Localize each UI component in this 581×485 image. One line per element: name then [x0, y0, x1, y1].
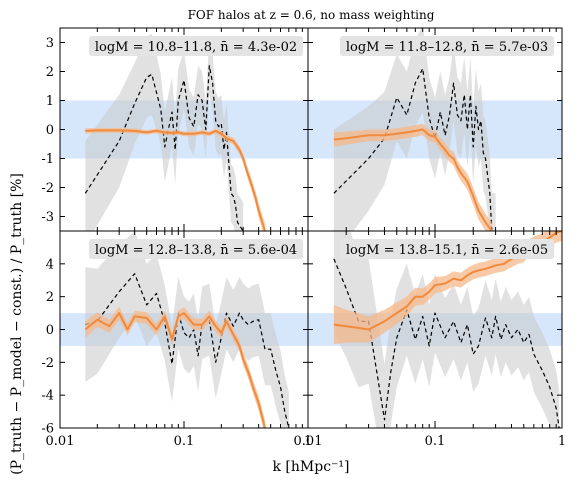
- panel-label-text: logM = 13.8–15.1, n̄ = 2.6e-05: [346, 243, 548, 258]
- y-tick-label: 1: [46, 94, 54, 109]
- panel-label-box: [88, 239, 304, 259]
- x-tick-label: 0.01: [294, 434, 323, 449]
- plot-area: [308, 231, 562, 428]
- model-series-line: [85, 129, 266, 231]
- y-tick-label: -3: [41, 210, 54, 225]
- model-error-band: [333, 123, 492, 231]
- panel-label: logM = 11.8–12.8, n̄ = 5.7e-03: [339, 36, 555, 56]
- plot-area: [60, 33, 308, 231]
- panel-label: logM = 12.8–13.8, n̄ = 5.6e-04: [88, 239, 304, 259]
- y-tick-label: 3: [46, 36, 54, 51]
- panel-label-text: logM = 11.8–12.8, n̄ = 5.7e-03: [346, 40, 548, 55]
- dashed-error-band: [85, 231, 289, 428]
- panel-label-box: [88, 36, 304, 56]
- y-tick-label: -2: [41, 181, 54, 196]
- chart-panel-2: logM = 11.8–12.8, n̄ = 5.7e-03: [307, 27, 563, 232]
- panel-label-text: logM = 10.8–11.8, n̄ = 4.3e-02: [95, 40, 297, 55]
- y-tick-label: 0: [46, 323, 54, 338]
- x-tick-label: 1: [304, 434, 312, 449]
- y-tick-label: -1: [41, 152, 54, 167]
- plot-area: [308, 28, 562, 231]
- panel-label-box: [339, 239, 555, 259]
- chart-panel-1: -3 -2 -1 0 1 2 3 logM = 10.8–11.8, n̄ = 4.3e-02: [41, 27, 309, 232]
- y-axis-label: (P_truth − P_model − const.) / P_truth […: [9, 173, 25, 475]
- x-tick-label: 1: [558, 434, 566, 449]
- model-error-band: [85, 306, 265, 428]
- figure-title: FOF halos at z = 0.6, no mass weighting: [188, 8, 435, 22]
- y-tick-label: -2: [41, 356, 54, 371]
- dashed-error-band: [333, 28, 496, 231]
- panel-label-box: [339, 36, 555, 56]
- panel-label: logM = 13.8–15.1, n̄ = 2.6e-05: [339, 239, 555, 259]
- y-tick-label: 2: [46, 290, 54, 305]
- y-tick-label: -4: [41, 389, 54, 404]
- chart-panel-4: 0.01 0.1 1 logM = 13.8–15.1, n̄ = 2.6e-05: [294, 230, 566, 449]
- x-tick-label: 0.01: [46, 434, 75, 449]
- model-series-line: [84, 312, 266, 428]
- chart-panel-3: -6 -4 -2 0 2 4 0.01 0.1 1 logM = 12.8–13.8, n̄ = …: [41, 230, 312, 449]
- dashed-series-line: [85, 273, 290, 428]
- y-tick-label: 4: [46, 257, 54, 272]
- x-axis-label: k [hMpc⁻¹]: [272, 459, 349, 475]
- dashed-series-line: [84, 65, 244, 231]
- panel-label-text: logM = 12.8–13.8, n̄ = 5.6e-04: [95, 243, 297, 258]
- model-series-line: [333, 128, 493, 231]
- x-tick-label: 0.1: [174, 434, 195, 449]
- y-tick-label: 0: [46, 123, 54, 138]
- plot-area: [60, 231, 308, 428]
- dashed-series-line: [333, 68, 496, 231]
- y-tick-label: -6: [41, 422, 54, 437]
- x-tick-label: 0.1: [425, 434, 446, 449]
- y-tick-label: 2: [46, 65, 54, 80]
- panel-label: logM = 10.8–11.8, n̄ = 4.3e-02: [88, 36, 304, 56]
